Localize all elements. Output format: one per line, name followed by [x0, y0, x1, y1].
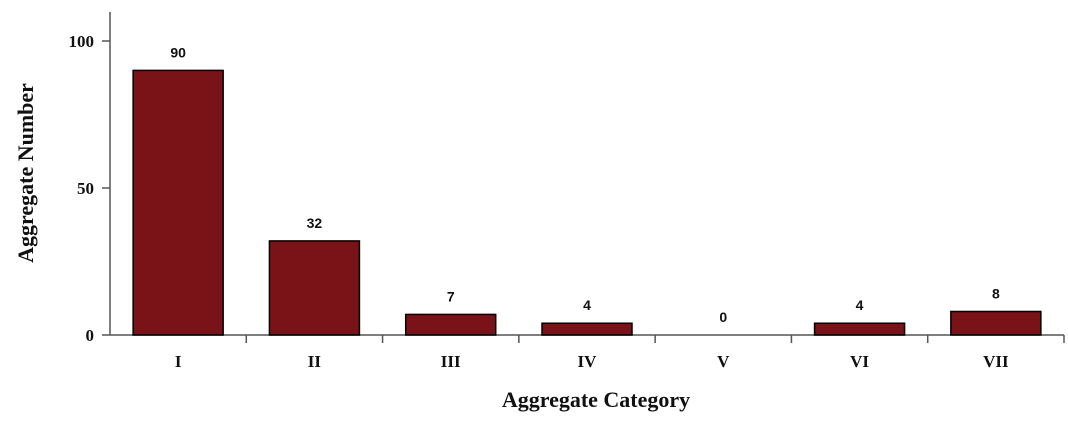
x-tick-label: VI — [850, 352, 869, 371]
bar-I — [132, 69, 224, 336]
y-tick-label: 50 — [77, 179, 94, 198]
x-tick-label: VII — [983, 352, 1009, 371]
data-label: 4 — [583, 297, 591, 313]
bar-VII — [950, 310, 1042, 336]
bar-II — [268, 240, 361, 336]
bars — [132, 69, 1042, 336]
y-tick-label: 0 — [86, 326, 95, 345]
x-tick-label: IV — [578, 352, 598, 371]
data-label: 8 — [992, 285, 1000, 301]
data-label: 0 — [719, 309, 727, 325]
x-tick-label: I — [175, 352, 182, 371]
x-tick-label: V — [717, 352, 730, 371]
bar-VI — [813, 322, 906, 336]
x-tick-label: III — [441, 352, 461, 371]
y-tick-label: 100 — [69, 32, 95, 51]
data-label: 32 — [307, 215, 323, 231]
data-label: 7 — [447, 288, 455, 304]
y-axis-title: Aggregate Number — [13, 83, 38, 263]
data-label: 4 — [856, 297, 864, 313]
x-axis-title: Aggregate Category — [502, 387, 690, 412]
bar-IV — [541, 322, 633, 336]
data-labels: 90 32 7 4 0 4 8 — [170, 44, 1000, 325]
data-label: 90 — [170, 44, 186, 60]
x-tick-label: II — [308, 352, 322, 371]
bar-III — [404, 313, 497, 336]
